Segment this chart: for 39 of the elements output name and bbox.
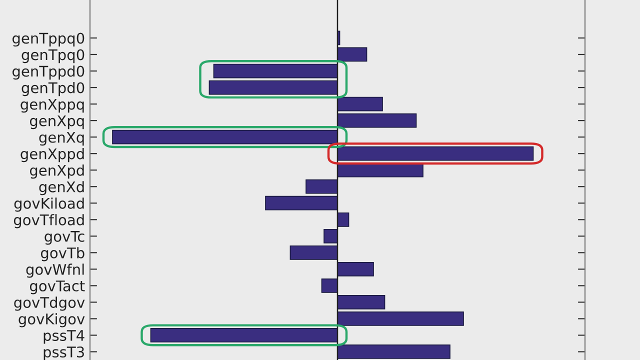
bar [213, 64, 338, 78]
bar [265, 196, 338, 210]
bar [337, 96, 383, 112]
bar [337, 146, 534, 161]
bar [306, 179, 338, 194]
y-tick-label: genXpq [30, 115, 84, 130]
y-tick-label: govKigov [18, 313, 85, 328]
bar [337, 312, 464, 326]
bar [290, 245, 338, 260]
y-tick-label: govWfnl [26, 264, 84, 278]
bar [337, 113, 417, 128]
bar [324, 228, 338, 244]
y-tick-label: genXpd [30, 164, 84, 179]
bar [337, 162, 424, 178]
y-tick-label: genXppd [20, 148, 84, 162]
y-tick-label: genTpd0 [22, 82, 84, 96]
y-tick-label: govTb [40, 247, 84, 262]
y-tick-label: genXq [39, 132, 84, 146]
bar [337, 295, 386, 310]
y-tick-label: govTact [30, 280, 85, 294]
bar [337, 47, 368, 62]
y-tick-label: govTc [44, 231, 84, 245]
y-tick-label: pssT3 [44, 346, 84, 360]
y-tick-label: genXd [39, 181, 84, 196]
y-tick-label: pssT4 [44, 330, 84, 344]
y-tick-label: govKiload [14, 198, 84, 212]
y-tick-label: genTpq0 [22, 49, 84, 64]
bar [150, 328, 338, 342]
y-tick-label: govTfload [14, 214, 84, 228]
y-tick-label: govTdgov [14, 296, 85, 311]
bar [321, 278, 338, 293]
y-tick-label: genTppq0 [12, 32, 84, 47]
bar [112, 130, 338, 144]
bar [337, 344, 450, 359]
bar [208, 80, 338, 95]
bar [337, 262, 374, 276]
y-tick-label: genTppd0 [12, 65, 84, 80]
y-tick-label: genXppq [20, 98, 84, 113]
bar [337, 212, 350, 227]
